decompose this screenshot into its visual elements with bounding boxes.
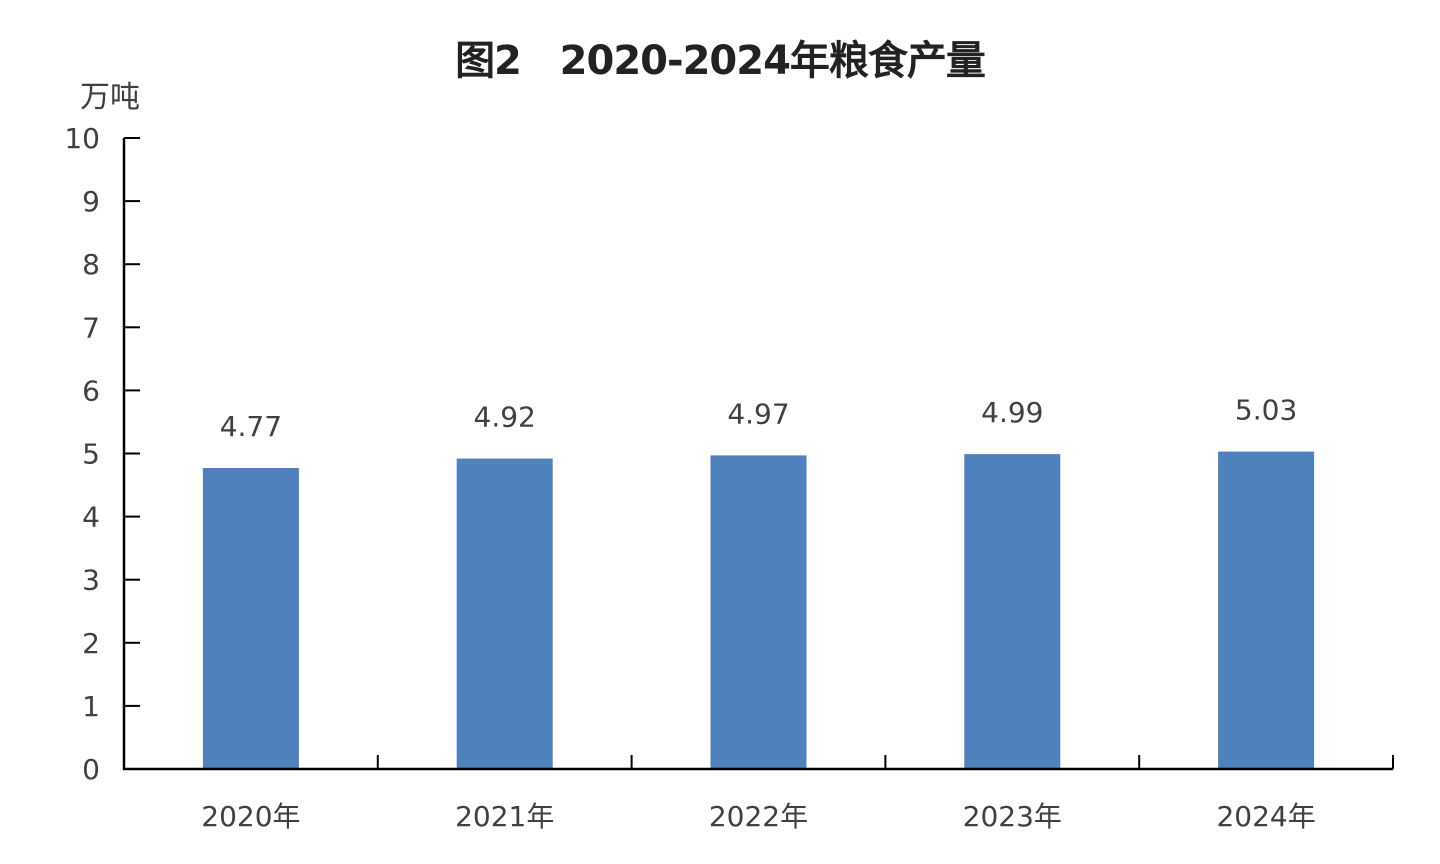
bar-2020年 <box>202 468 299 769</box>
y-tick-label: 9 <box>82 185 100 218</box>
data-label: 5.03 <box>1235 394 1297 427</box>
x-tick-label: 2024年 <box>1216 800 1315 833</box>
data-label: 4.92 <box>474 401 536 434</box>
bar-2023年 <box>964 454 1061 769</box>
chart-title: 图2 2020-2024年粮食产量 <box>455 38 986 84</box>
y-tick-label: 3 <box>82 564 100 597</box>
x-tick-label: 2022年 <box>709 800 808 833</box>
y-axis-label: 万吨 <box>80 80 140 115</box>
bar-2021年 <box>456 458 553 769</box>
x-tick-label: 2023年 <box>963 800 1062 833</box>
x-tick-label: 2020年 <box>201 800 300 833</box>
bar-2024年 <box>1218 451 1315 769</box>
y-tick-label: 1 <box>82 690 100 723</box>
y-tick-label: 8 <box>82 248 100 281</box>
data-label: 4.77 <box>220 410 282 443</box>
y-tick-label: 6 <box>82 374 100 407</box>
data-label: 4.99 <box>981 396 1043 429</box>
data-label: 4.97 <box>727 397 789 430</box>
y-tick-label: 2 <box>82 627 100 660</box>
y-tick-label: 0 <box>82 753 100 786</box>
x-tick-label: 2021年 <box>455 800 554 833</box>
y-tick-label: 7 <box>82 311 100 344</box>
bar-2022年 <box>710 455 807 769</box>
y-tick-label: 5 <box>82 438 100 471</box>
y-tick-label: 10 <box>64 122 100 155</box>
y-tick-label: 4 <box>82 501 100 534</box>
